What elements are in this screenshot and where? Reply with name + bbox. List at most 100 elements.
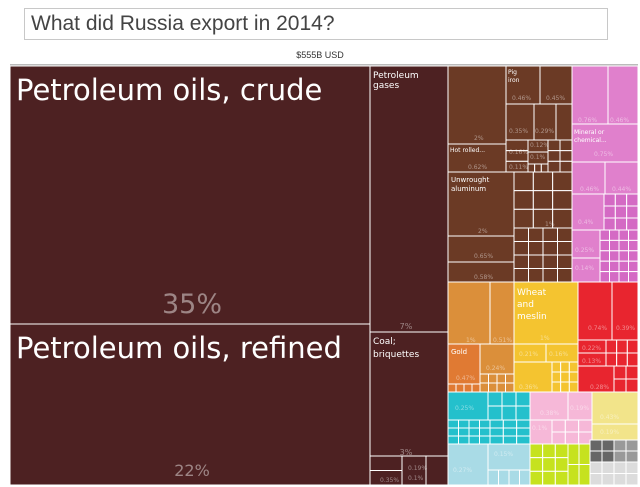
food-cell[interactable] [496,382,506,393]
lpink-cell[interactable] [551,419,566,433]
food-cell[interactable] [447,281,491,345]
metals-cell[interactable] [557,241,573,256]
chem-cell[interactable] [628,229,639,241]
cyan-cell[interactable] [489,419,504,429]
chem-cell[interactable] [609,271,620,283]
gray-cell[interactable] [589,439,603,452]
chem-cell[interactable] [628,271,639,283]
chem-cell[interactable] [571,65,609,125]
red-cell[interactable] [613,378,627,393]
food-cell[interactable] [568,381,579,393]
food-cell[interactable] [489,281,515,345]
metals-cell[interactable] [542,227,558,242]
chem-cell[interactable] [599,250,610,262]
question-title[interactable]: What did Russia export in 2014? [24,8,608,40]
cyan-cell[interactable] [447,419,459,429]
cyan-cell[interactable] [489,427,504,437]
coal-subcell[interactable] [369,455,403,471]
food-cell[interactable] [551,371,562,383]
lblue-cell[interactable] [508,469,520,486]
lime-cell[interactable] [554,470,569,486]
lime-cell[interactable] [542,470,556,486]
lime-cell[interactable] [554,443,569,459]
red-cell[interactable] [577,281,613,341]
metals-cell[interactable] [557,268,573,283]
chem-cell[interactable] [609,250,620,262]
cyan-cell[interactable] [447,427,459,437]
food-cell[interactable] [455,383,465,393]
lyellow-cell[interactable] [591,391,639,425]
lime-cell[interactable] [529,443,544,459]
cell-petroleum-oils-crude[interactable] [9,65,371,325]
cell-gold[interactable] [447,343,481,385]
metals-cell[interactable] [513,171,534,192]
cyan-cell[interactable] [458,435,470,445]
food-cell[interactable] [471,383,481,393]
cyan-cell[interactable] [487,405,503,421]
metals-cell[interactable] [547,139,561,152]
red-cell[interactable] [611,281,639,341]
chem-cell[interactable] [626,217,639,231]
chem-cell[interactable] [609,239,620,252]
lpink-cell[interactable] [564,419,580,433]
metals-cell[interactable] [527,163,536,173]
metals-cell[interactable] [513,208,534,229]
gray-cell[interactable] [625,450,639,463]
red-cell[interactable] [626,339,639,354]
lime-cell[interactable] [554,457,569,472]
lime-cell[interactable] [542,457,556,472]
food-cell[interactable] [551,361,562,373]
metals-cell[interactable] [552,171,573,192]
red-cell[interactable] [613,365,627,380]
food-cell[interactable] [551,381,562,393]
food-cell[interactable] [488,382,498,393]
lpink-cell[interactable] [567,391,593,421]
food-cell[interactable] [568,361,579,373]
red-cell[interactable] [625,365,639,380]
metals-cell[interactable] [559,150,573,162]
chem-cell[interactable] [614,193,628,207]
cell-wheat-and-meslin[interactable] [513,281,579,345]
cyan-cell[interactable] [479,435,491,445]
metals-cell[interactable] [547,160,561,173]
lpink-cell[interactable] [578,419,593,433]
food-cell[interactable] [560,371,570,383]
cyan-cell[interactable] [502,435,518,445]
food-cell[interactable] [479,373,489,384]
chem-cell[interactable] [618,239,629,252]
chem-cell[interactable] [618,250,629,262]
gray-cell[interactable] [613,439,627,452]
food-cell[interactable] [560,381,570,393]
chem-cell[interactable] [599,271,610,283]
gray-cell[interactable] [601,461,615,474]
chem-cell[interactable] [626,205,639,219]
food-cell[interactable] [568,371,579,383]
metals-cell[interactable] [534,163,542,173]
cell-unwrought-aluminum[interactable] [447,171,515,237]
cyan-cell[interactable] [502,427,518,437]
lime-cell[interactable] [578,443,591,465]
cyan-cell[interactable] [515,405,531,421]
cyan-cell[interactable] [489,435,504,445]
cell-petroleum-oils-refined[interactable] [9,323,371,486]
chem-cell[interactable] [604,161,639,195]
cyan-cell[interactable] [487,391,503,407]
food-cell[interactable] [560,361,570,373]
lblue-cell[interactable] [447,443,489,486]
gray-cell[interactable] [613,473,627,486]
gray-cell[interactable] [613,461,627,474]
chem-cell[interactable] [599,229,610,241]
lpink-cell[interactable] [529,419,553,445]
metals-cell[interactable] [557,227,573,242]
cyan-cell[interactable] [501,391,517,407]
metals-cell[interactable] [532,190,554,210]
gray-cell[interactable] [613,450,627,463]
chem-cell[interactable] [614,205,628,219]
gray-cell[interactable] [601,473,615,486]
cyan-cell[interactable] [447,391,489,421]
metals-cell[interactable] [528,241,544,256]
cyan-cell[interactable] [447,435,459,445]
lpink-cell[interactable] [529,391,569,421]
chem-cell[interactable] [599,239,610,252]
cyan-cell[interactable] [458,427,470,437]
